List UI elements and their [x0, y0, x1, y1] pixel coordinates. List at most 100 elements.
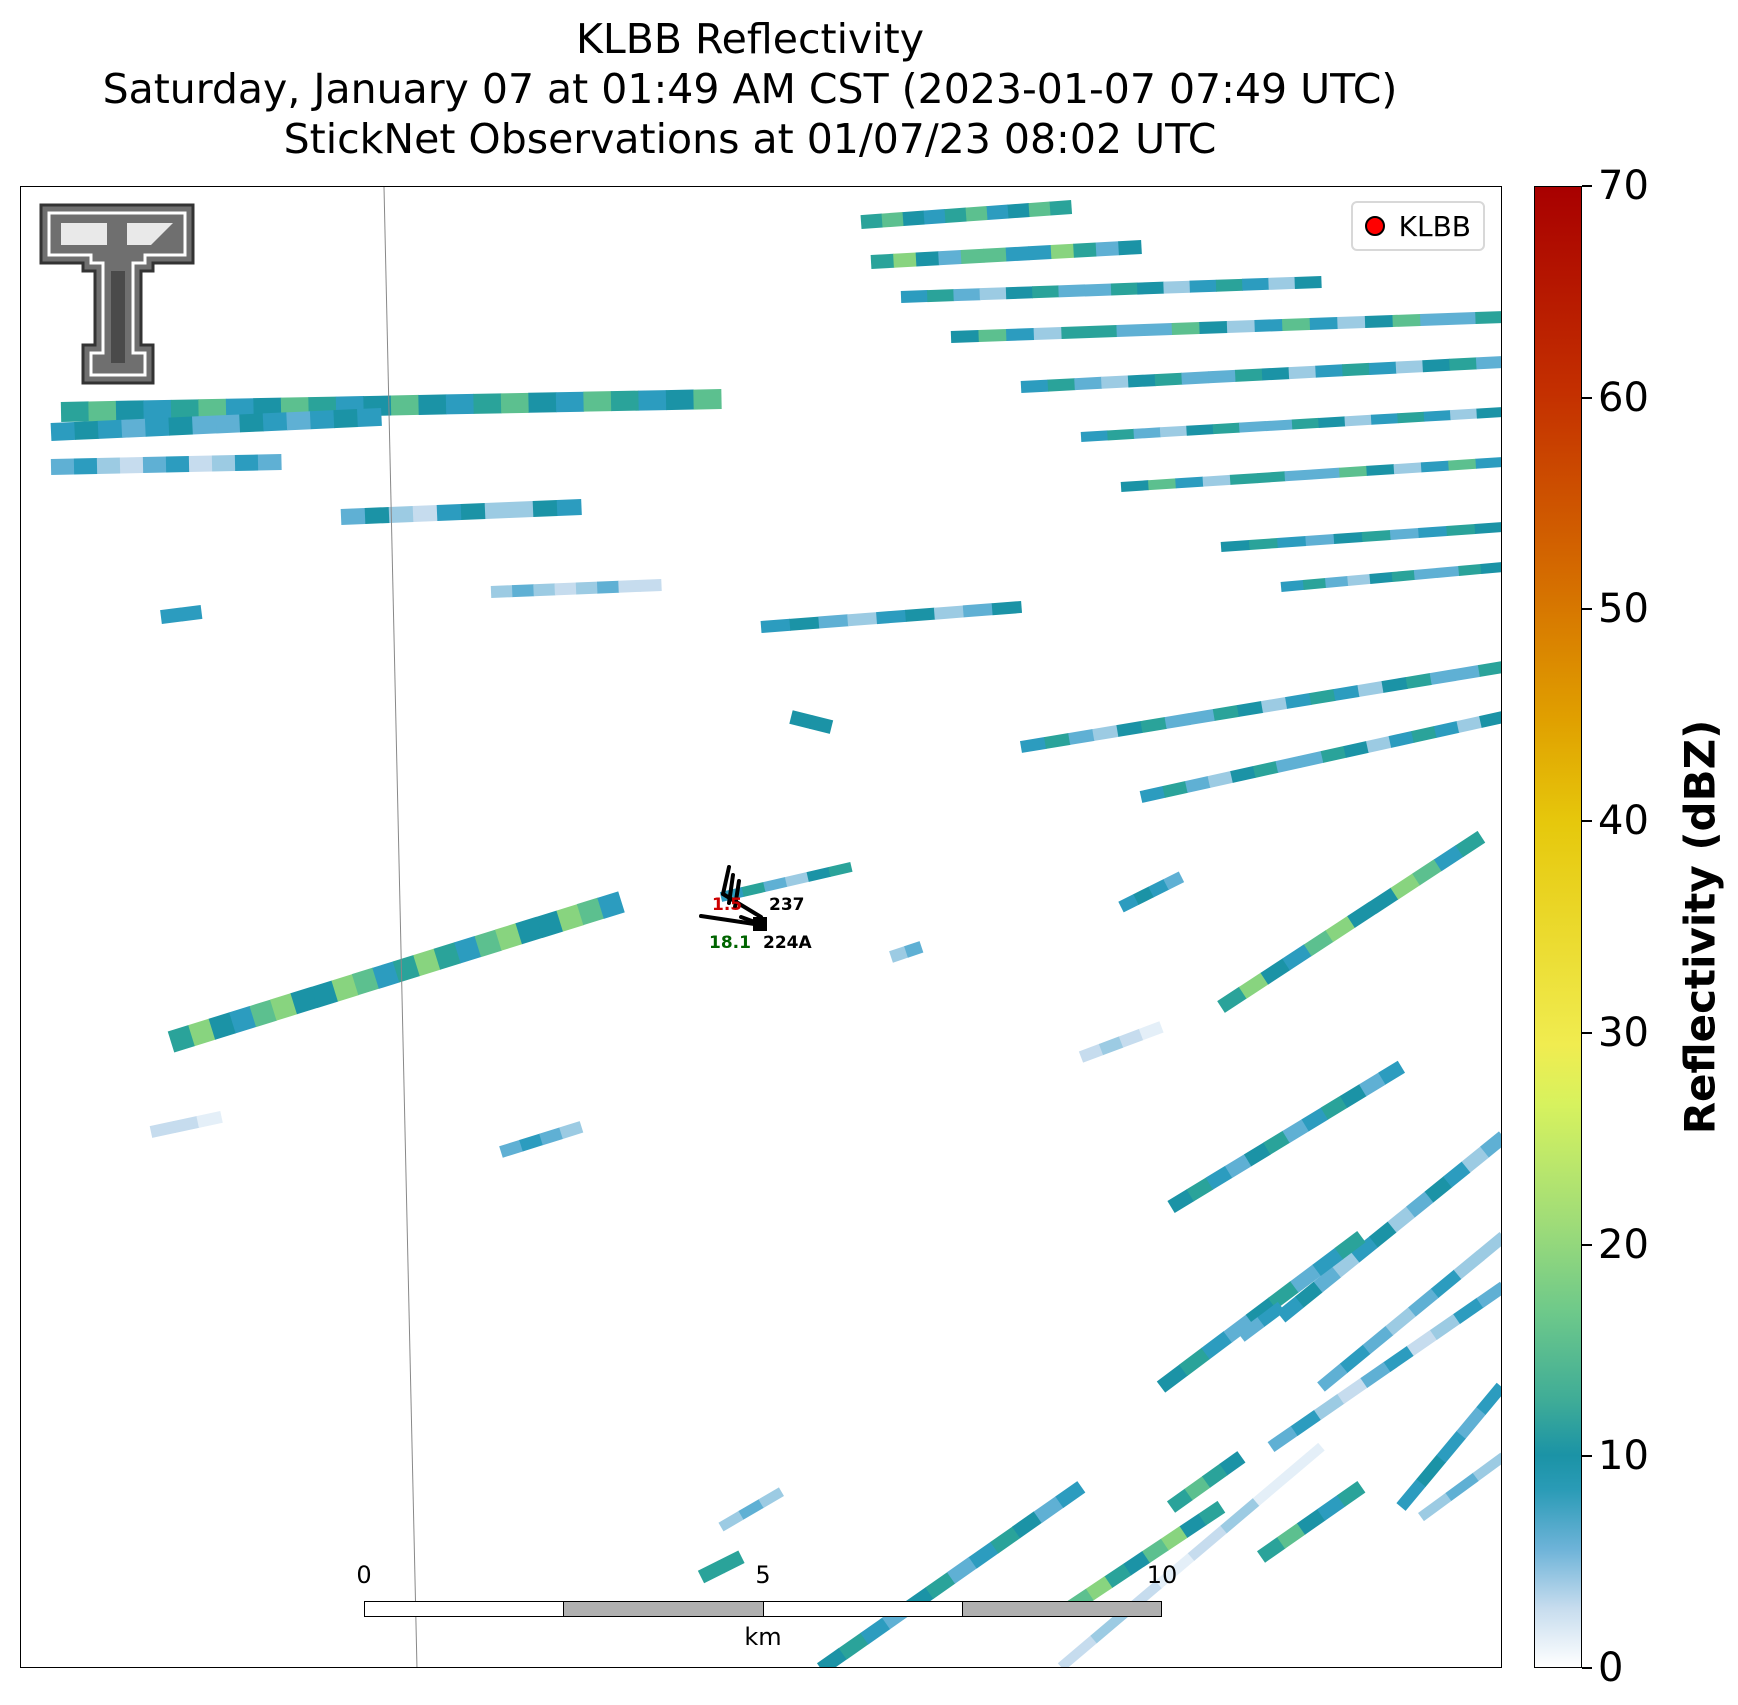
reflectivity-cell	[1357, 681, 1384, 697]
reflectivity-cell	[610, 390, 640, 412]
reflectivity-cell	[962, 603, 994, 618]
reflectivity-cell	[1303, 930, 1334, 957]
reflectivity-cell	[881, 212, 905, 228]
reflectivity-cell	[1435, 565, 1460, 578]
reflectivity-cell	[1290, 1264, 1322, 1293]
reflectivity-cell	[1476, 1382, 1501, 1415]
reflectivity-cell	[1057, 1635, 1098, 1667]
county-border-line	[383, 187, 418, 1667]
reflectivity-cell	[923, 209, 947, 225]
colorbar-tick-mark	[1582, 1243, 1592, 1246]
reflectivity-cell	[789, 710, 814, 729]
reflectivity-cell	[893, 252, 917, 268]
reflectivity-cell	[1448, 458, 1477, 471]
reflectivity-cell	[229, 1005, 257, 1034]
reflectivity-cell	[1142, 1538, 1170, 1563]
reflectivity-cell	[760, 618, 791, 633]
reflectivity-cell	[1290, 1409, 1322, 1436]
reflectivity-cell	[1201, 1463, 1228, 1488]
reflectivity-cell	[519, 1133, 544, 1152]
reflectivity-cell	[1388, 731, 1415, 748]
reflectivity-cell	[1133, 886, 1155, 905]
reflectivity-cell	[1123, 1550, 1151, 1576]
colorbar-tick-label: 40	[1598, 798, 1649, 845]
reflectivity-cell	[1453, 665, 1481, 681]
reflectivity-cell	[1288, 365, 1317, 380]
reflectivity-cell	[1430, 1269, 1462, 1298]
reflectivity-cell	[351, 967, 380, 996]
reflectivity-cell	[1118, 239, 1142, 256]
colorbar-tick-label: 0	[1598, 1645, 1624, 1691]
reflectivity-cell	[860, 1617, 891, 1645]
reflectivity-cell	[1294, 276, 1322, 289]
reflectivity-cell	[1005, 286, 1034, 300]
reflectivity-cell	[1261, 367, 1290, 381]
station-224A-id: 224A	[763, 933, 812, 953]
reflectivity-cell	[1476, 1232, 1501, 1261]
reflectivity-cell	[50, 421, 76, 442]
reflectivity-cell	[1011, 1511, 1043, 1539]
reflectivity-cell	[597, 891, 625, 919]
reflectivity-cell	[1397, 411, 1425, 424]
reflectivity-cell	[1392, 313, 1421, 327]
reflectivity-cell	[1005, 246, 1030, 262]
reflectivity-cell	[946, 1556, 978, 1584]
reflectivity-cell	[96, 457, 121, 475]
reflectivity-cell	[249, 999, 277, 1028]
reflectivity-cell	[900, 290, 929, 303]
reflectivity-cell	[1028, 201, 1052, 218]
station-237-id: 237	[769, 895, 805, 915]
reflectivity-cell	[1118, 1028, 1144, 1048]
reflectivity-cell	[1446, 523, 1476, 536]
reflectivity-cell	[1162, 781, 1189, 798]
reflectivity-cell	[149, 1121, 177, 1138]
reflectivity-cell	[1359, 1072, 1386, 1097]
reflectivity-cell	[1229, 473, 1259, 485]
reflectivity-cell	[1429, 1313, 1461, 1340]
reflectivity-cell	[1424, 1176, 1453, 1203]
reflectivity-cell	[806, 867, 831, 882]
reflectivity-cell	[1369, 571, 1394, 584]
reflectivity-cell	[211, 455, 236, 472]
reflectivity-cell	[1447, 311, 1477, 325]
reflectivity-cell	[1420, 460, 1450, 473]
reflectivity-cell	[1325, 915, 1356, 943]
reflectivity-cell	[340, 507, 366, 525]
reflectivity-cell	[960, 248, 985, 265]
title-line-2: Saturday, January 07 at 01:49 AM CST (20…	[102, 65, 1398, 113]
reflectivity-cell	[741, 882, 766, 897]
reflectivity-cell	[1337, 1377, 1368, 1404]
reflectivity-cell	[1236, 701, 1264, 717]
reflectivity-cell	[1368, 887, 1399, 914]
reflectivity-cell	[1449, 408, 1478, 421]
reflectivity-cell	[1163, 280, 1191, 294]
reflectivity-cell	[173, 1116, 200, 1133]
reflectivity-cell	[1324, 575, 1349, 588]
reflectivity-cell	[460, 502, 486, 520]
reflectivity-cell	[331, 974, 359, 1002]
reflectivity-cell	[1429, 669, 1457, 685]
colorbar-tick-mark	[1582, 1667, 1592, 1669]
reflectivity-cell	[1244, 1142, 1271, 1167]
reflectivity-cell	[1390, 873, 1421, 900]
reflectivity-cell	[215, 414, 241, 434]
reflectivity-cell	[1028, 244, 1052, 261]
reflectivity-cell	[532, 499, 558, 517]
reflectivity-cell	[1362, 1325, 1394, 1355]
radar-map: KLBB 1.5 237 18.1 224A 0 5 10 km	[20, 186, 1502, 1668]
scale-segment-4	[962, 1601, 1162, 1617]
reflectivity-cell	[1163, 871, 1185, 890]
reflectivity-cell	[1395, 360, 1424, 374]
reflectivity-cell	[1445, 1472, 1480, 1502]
reflectivity-cell	[1365, 736, 1392, 753]
reflectivity-cell	[1366, 464, 1395, 476]
reflectivity-cell	[1019, 737, 1047, 753]
reflectivity-cell	[1456, 716, 1483, 733]
reflectivity-cell	[1047, 378, 1076, 392]
reflectivity-cell	[1080, 430, 1109, 442]
reflectivity-cell	[1268, 276, 1296, 290]
reflectivity-cell	[1068, 729, 1095, 745]
reflectivity-cell	[60, 401, 90, 422]
reflectivity-cell	[1184, 776, 1211, 793]
colorbar-title: Reflectivity (dBZ)	[1675, 719, 1725, 1135]
